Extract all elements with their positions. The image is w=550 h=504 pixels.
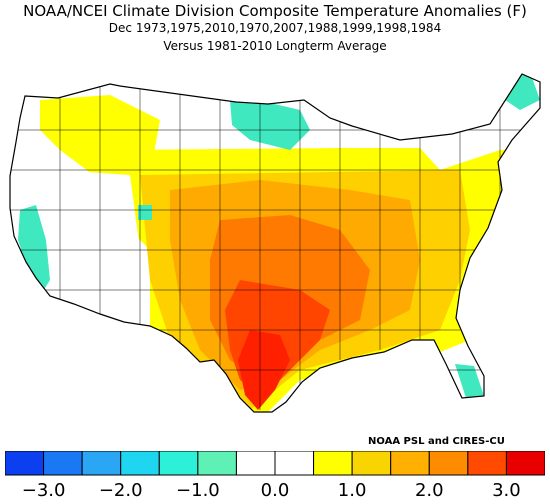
legend-tick-label: 0.0 <box>260 480 290 501</box>
region-teal-florida <box>455 364 484 398</box>
legend-color-cell <box>313 451 353 476</box>
map-subtitle-years: Dec 1973,1975,2010,1970,2007,1988,1999,1… <box>108 21 442 35</box>
legend-color-cell <box>81 451 122 476</box>
region-teal-california <box>18 205 50 296</box>
legend-color-cell <box>351 451 392 476</box>
legend-color-cell <box>197 451 237 476</box>
division-boundaries <box>10 80 540 410</box>
map-baseline-note: Versus 1981-2010 Longterm Average <box>163 39 387 53</box>
legend-tick-label: −1.0 <box>176 480 220 501</box>
legend-tick-label: −3.0 <box>21 480 66 501</box>
legend-color-cell <box>390 451 430 476</box>
legend-tick-label: 2.0 <box>414 480 444 501</box>
legend-color-cell <box>467 451 507 476</box>
anomaly-regions <box>10 74 540 412</box>
legend-color-cell <box>505 451 545 476</box>
color-legend-bar <box>5 451 545 476</box>
map-title: NOAA/NCEI Climate Division Composite Tem… <box>23 2 527 20</box>
legend-tick-label: 1.0 <box>337 480 367 501</box>
legend-color-cell <box>158 451 199 476</box>
legend-color-cell <box>428 451 469 476</box>
legend-color-cell <box>43 451 83 476</box>
legend-tick-label: −2.0 <box>98 480 143 501</box>
region-teal-utah <box>138 205 152 220</box>
legend-color-cell <box>274 451 315 476</box>
region-teal-minnesota <box>230 100 310 150</box>
legend-tick-label: 3.0 <box>492 480 521 501</box>
legend-color-cell <box>235 451 276 476</box>
legend-color-cell <box>120 451 160 476</box>
credit-label: NOAA PSL and CIRES-CU <box>368 436 505 447</box>
legend-color-cell <box>5 451 45 476</box>
